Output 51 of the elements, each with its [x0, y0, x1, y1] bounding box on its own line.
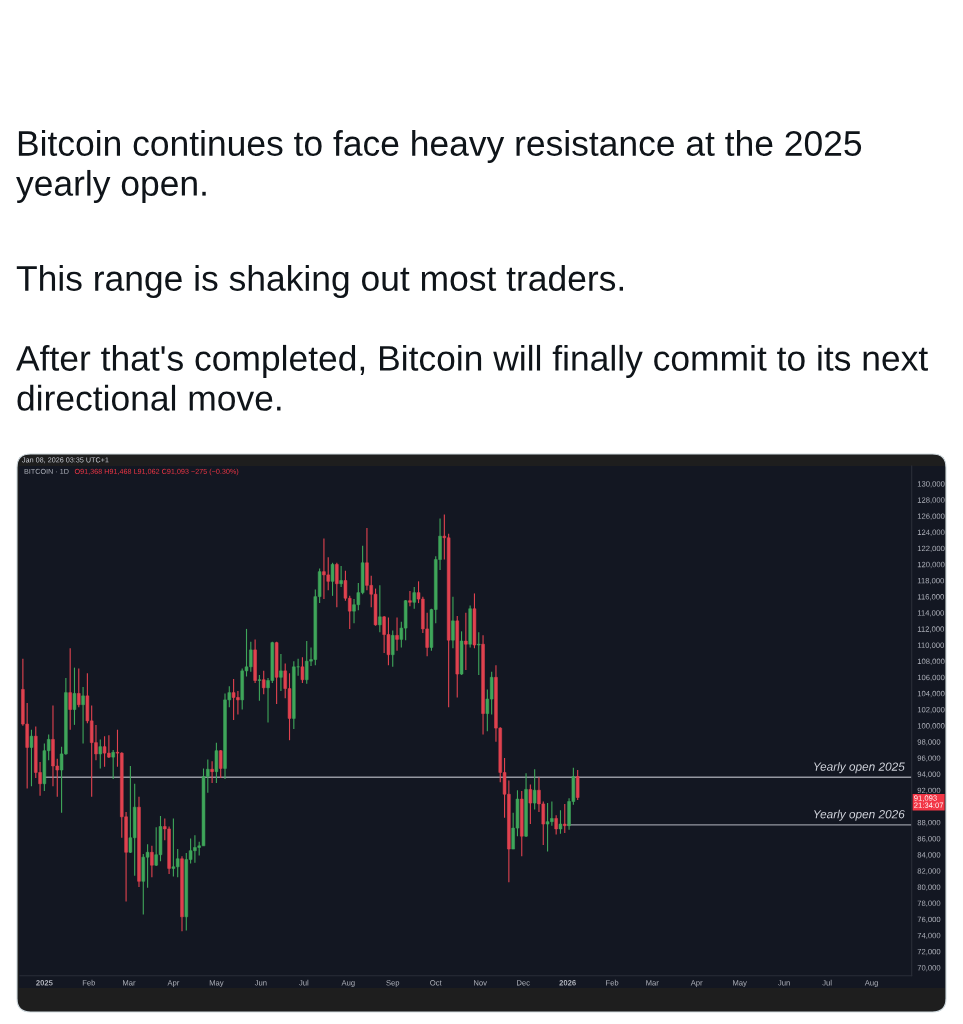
candlestick — [558, 809, 563, 835]
candlestick — [339, 565, 343, 588]
candlestick — [489, 671, 494, 715]
candlestick — [77, 667, 81, 708]
candlestick — [257, 674, 262, 702]
candlestick — [532, 768, 537, 811]
candlestick — [214, 742, 219, 784]
candlestick — [451, 596, 455, 649]
candlestick — [68, 647, 72, 731]
candlestick — [528, 784, 533, 825]
candlestick — [305, 640, 309, 685]
candlestick — [218, 749, 223, 779]
candlestick — [94, 724, 98, 761]
candlestick — [365, 527, 369, 591]
candlestick — [128, 765, 133, 854]
candlestick — [81, 686, 85, 744]
candlestick — [145, 843, 150, 889]
candlestick — [175, 848, 180, 878]
candlestick — [330, 562, 335, 597]
candlestick — [386, 617, 391, 666]
candlestick — [464, 612, 468, 671]
candlestick — [231, 678, 236, 721]
candlestick — [391, 629, 395, 668]
candlestick — [236, 690, 240, 715]
series-label: Yearly open 2025 — [814, 762, 905, 774]
candlestick — [210, 760, 214, 784]
candlestick — [171, 817, 176, 878]
candlestick — [408, 590, 412, 607]
candlestick — [193, 834, 197, 864]
candlestick — [554, 814, 558, 836]
candlestick — [395, 617, 399, 652]
candlestick — [262, 670, 266, 695]
candlestick — [29, 729, 34, 787]
candlestick — [545, 802, 550, 853]
text: This range is shaking out most traders. After that's completed, Bitcoin will finally commit to its next directional move. — [16, 265, 928, 411]
candlestick — [300, 656, 305, 684]
chart-title: Bitcoin continues to face heavy resistance at the 2025 yearly open. — [16, 130, 862, 203]
candlestick — [575, 769, 580, 801]
candlestick — [412, 586, 416, 610]
candlestick — [111, 749, 115, 780]
candlestick — [98, 738, 102, 769]
series-label: Yearly open 2026 — [814, 809, 905, 821]
candlestick — [150, 845, 154, 878]
candlestick — [102, 735, 107, 768]
candlestick — [477, 631, 481, 676]
candlestick — [563, 803, 567, 834]
candlestick — [322, 538, 326, 600]
candlestick — [72, 667, 77, 726]
candlestick — [279, 653, 283, 692]
candlestick — [378, 584, 382, 633]
candlestick — [335, 562, 339, 608]
